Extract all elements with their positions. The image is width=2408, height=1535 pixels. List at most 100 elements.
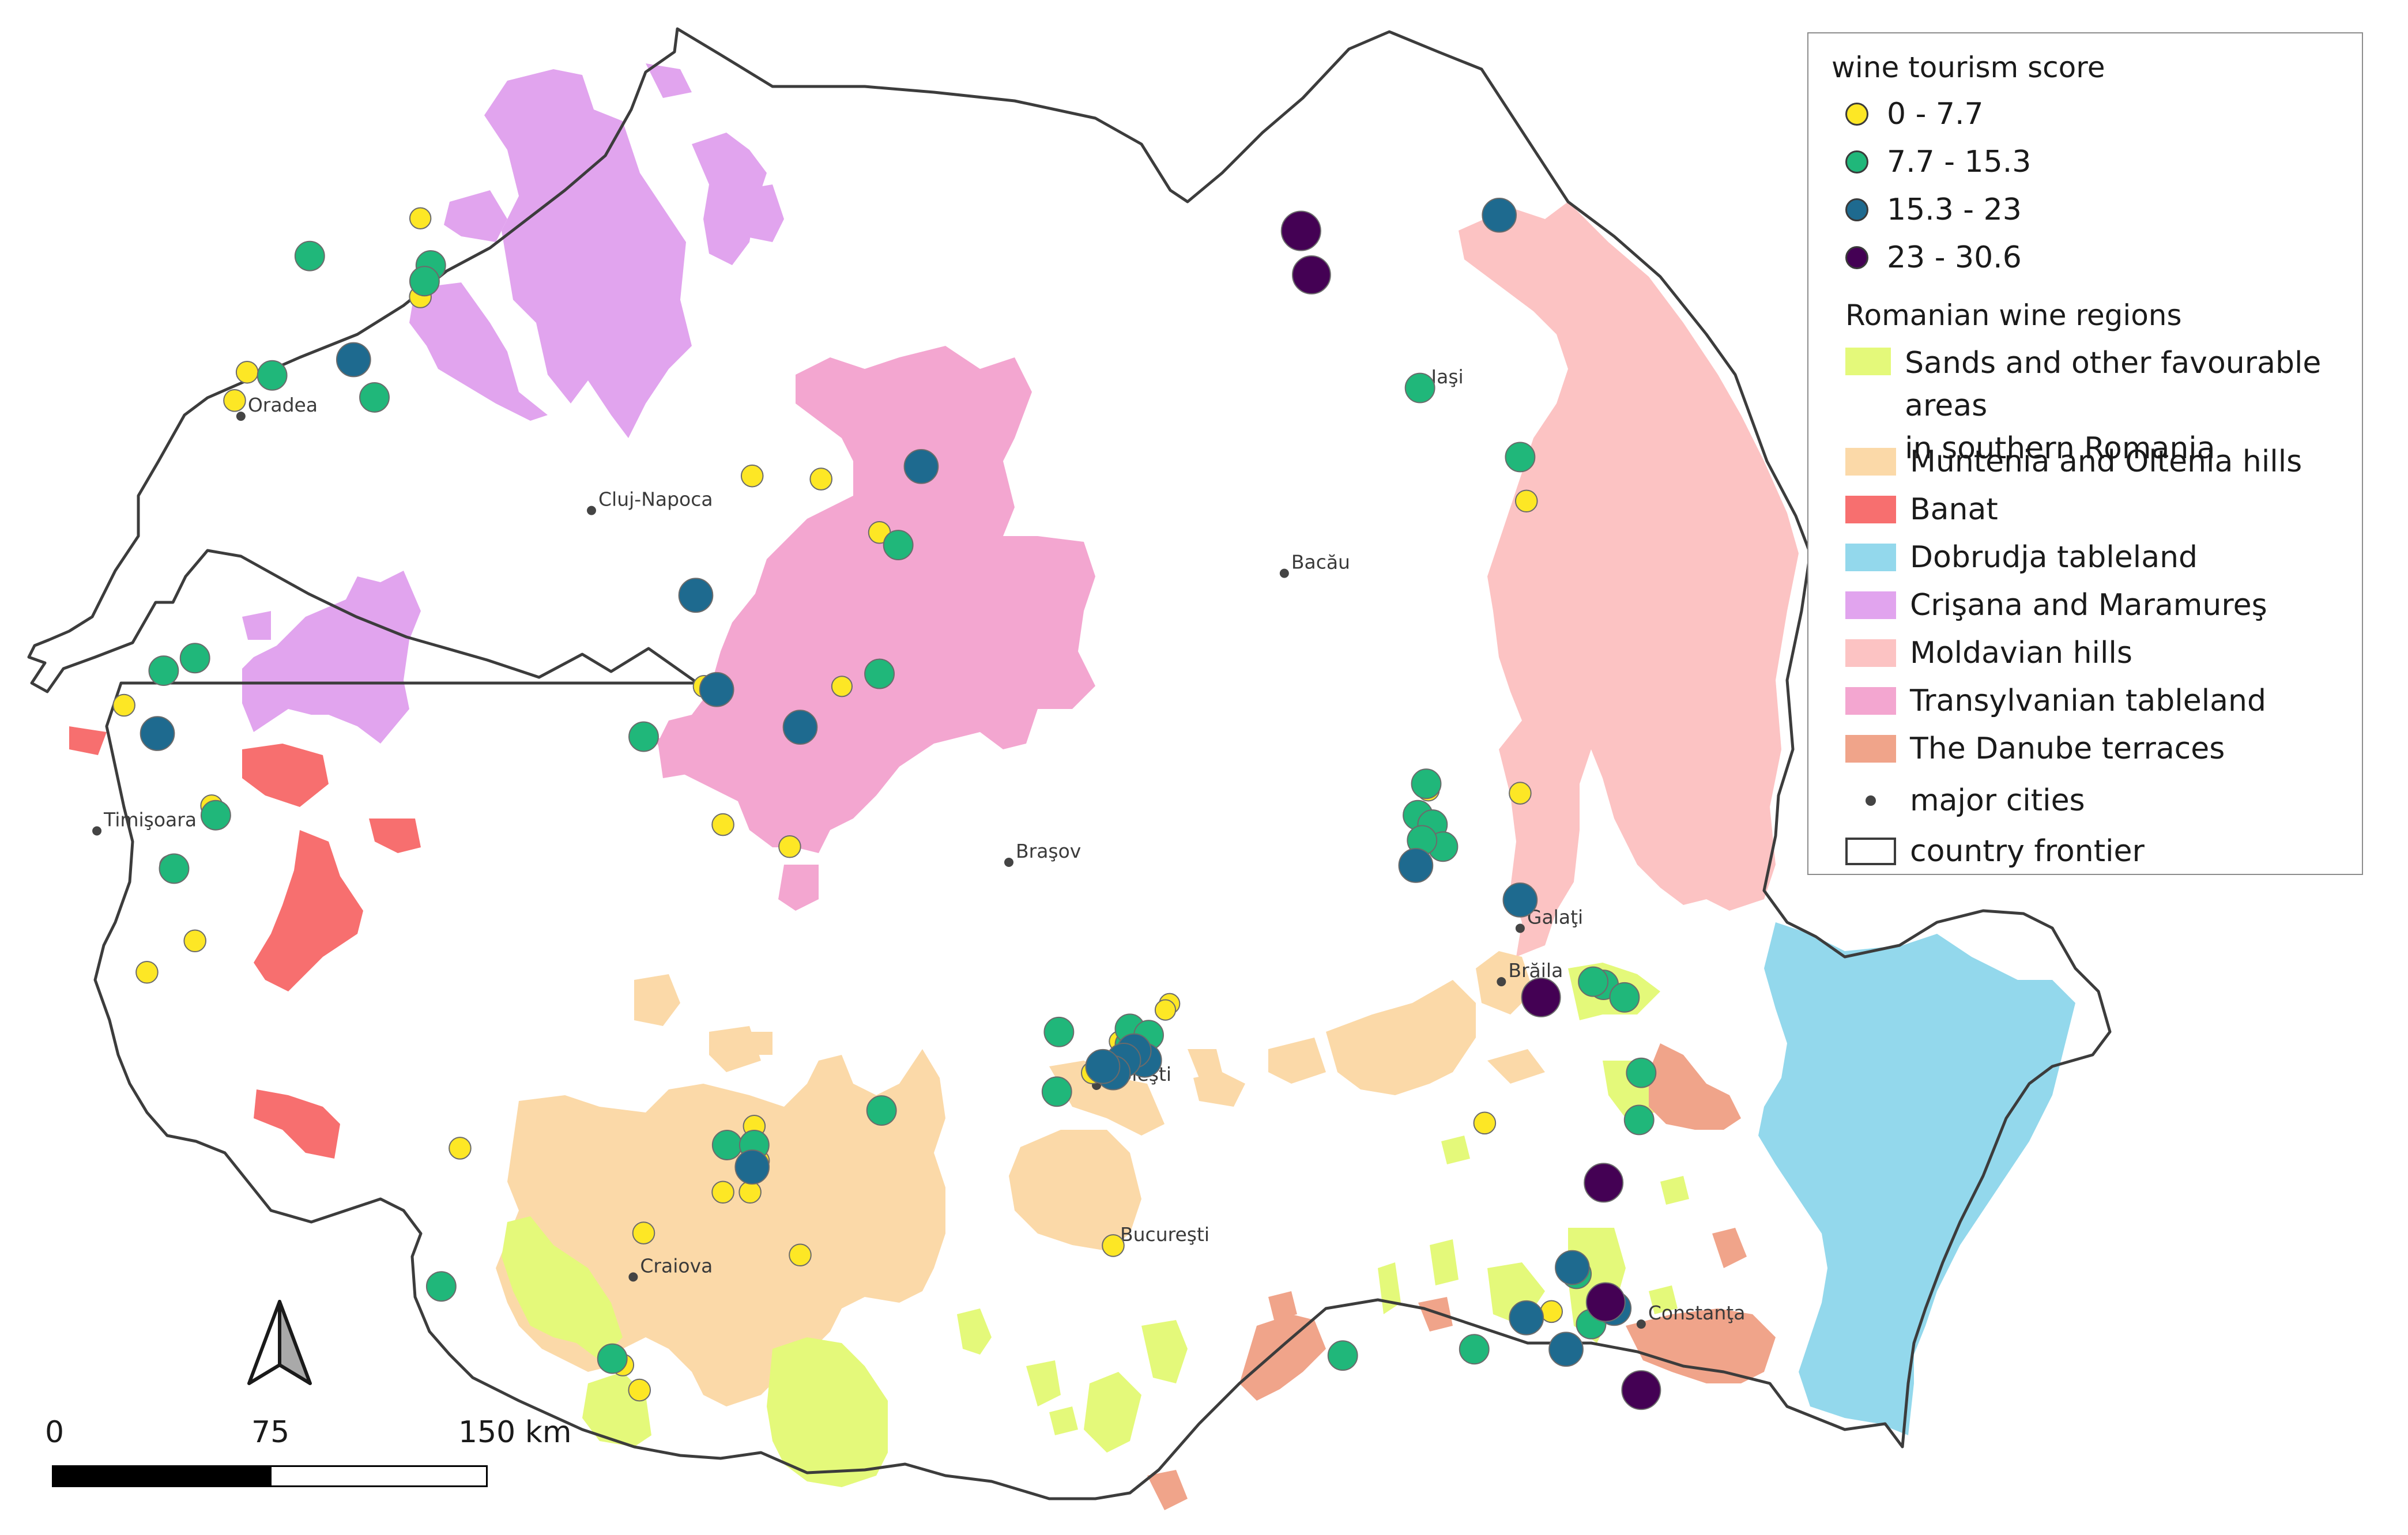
wine-tourism-site <box>1292 255 1331 295</box>
wine-tourism-site <box>159 853 190 884</box>
legend-cities-label: major cities <box>1910 783 2085 818</box>
legend-region-swatch <box>1845 496 1896 523</box>
wine-tourism-site <box>1585 1282 1626 1322</box>
legend-region-swatch <box>1845 448 1896 476</box>
legend-region-item: Sands and other favourable areas in sout… <box>1845 342 2362 470</box>
wine-region-muntenia <box>709 1026 761 1072</box>
wine-tourism-site <box>1509 1300 1544 1336</box>
wine-tourism-site <box>1154 999 1177 1021</box>
city-label: Bucureşti <box>1120 1223 1209 1246</box>
wine-tourism-site <box>112 693 135 717</box>
legend-region-label: Banat <box>1910 492 1998 527</box>
wine-region-danube <box>1147 1470 1188 1510</box>
legend-score-label: 15.3 - 23 <box>1887 193 2022 227</box>
wine-tourism-site <box>1584 1163 1624 1203</box>
wine-region-sands <box>1141 1320 1188 1383</box>
wine-tourism-site <box>1609 982 1640 1013</box>
wine-region-crisana <box>242 571 421 744</box>
legend-score-swatch <box>1845 198 1868 221</box>
wine-region-muntenia <box>1326 980 1476 1095</box>
city-marker <box>1636 1319 1646 1329</box>
wine-tourism-site <box>257 360 288 391</box>
wine-tourism-site <box>1473 1111 1497 1135</box>
wine-tourism-site <box>632 1221 655 1244</box>
wine-region-danube <box>1418 1297 1453 1332</box>
scale-label-150: 150 km <box>458 1415 572 1450</box>
wine-region-banat <box>254 1089 340 1159</box>
legend-frontier-label: country frontier <box>1910 834 2145 869</box>
legend-region-item: Dobrudja tableland <box>1845 540 2198 575</box>
wine-tourism-site <box>711 1181 734 1204</box>
wine-region-sands <box>1441 1136 1470 1164</box>
legend-score-item: 15.3 - 23 <box>1845 193 2022 227</box>
wine-tourism-site <box>1404 372 1435 403</box>
legend-score-label: 23 - 30.6 <box>1887 240 2022 275</box>
sites-layer <box>112 197 1661 1410</box>
wine-tourism-site <box>148 655 179 686</box>
legend-score-item: 7.7 - 15.3 <box>1845 145 2031 179</box>
wine-tourism-site <box>883 530 914 560</box>
cities-layer: Oradea Cluj-Napoca Iaşi Bacău Timişoara Braşo… <box>92 365 1745 1329</box>
legend-region-swatch <box>1845 687 1896 715</box>
city-label: Iaşi <box>1431 365 1463 388</box>
legend-score-label: 0 - 7.7 <box>1887 97 1984 131</box>
wine-tourism-site <box>1411 768 1442 799</box>
legend-frontier-swatch <box>1845 838 1896 865</box>
wine-region-muntenia <box>1193 1072 1245 1107</box>
city-marker <box>236 412 246 421</box>
country-frontier <box>27 27 2112 1500</box>
legend-region-item: Muntenia and Oltenia hills <box>1845 444 2302 479</box>
wine-tourism-site <box>778 835 801 858</box>
north-arrow-icon <box>247 1300 312 1385</box>
wine-tourism-site <box>1555 1250 1590 1285</box>
legend-frontier-item: country frontier <box>1845 834 2145 869</box>
wine-tourism-site <box>294 240 325 271</box>
wine-region-sands <box>1660 1176 1689 1205</box>
legend-region-label: Sands and other favourable areas <box>1905 346 2322 423</box>
wine-tourism-site <box>1280 210 1321 251</box>
wine-region-crisana <box>738 184 784 242</box>
legend-score-title: wine tourism score <box>1832 51 2105 84</box>
wine-region-transylvanian <box>657 346 1095 853</box>
legend-region-item: Moldavian hills <box>1845 636 2132 670</box>
legend-region-label: Moldavian hills <box>1910 636 2132 670</box>
scale-label-0: 0 <box>45 1415 65 1450</box>
wine-region-muntenia <box>634 974 680 1026</box>
wine-region-banat <box>254 830 363 991</box>
legend-score-item: 23 - 30.6 <box>1845 240 2022 275</box>
legend-region-item: Transylvanian tableland <box>1845 684 2266 718</box>
wine-tourism-site <box>183 929 207 953</box>
legend-region-label: Muntenia and Oltenia hills <box>1910 444 2303 479</box>
wine-tourism-site <box>1505 442 1536 473</box>
wine-tourism-site <box>740 464 764 488</box>
wine-tourism-site <box>1459 1334 1490 1365</box>
city-label: Oradea <box>248 394 318 416</box>
city-label: Brăila <box>1508 959 1563 982</box>
city-label: Galaţi <box>1527 906 1583 928</box>
legend-regions-title: Romanian wine regions <box>1845 299 2182 332</box>
wine-region-crisana <box>646 63 692 98</box>
wine-tourism-site <box>1398 848 1434 883</box>
wine-region-sands <box>1649 1285 1678 1314</box>
wine-tourism-site <box>1502 882 1538 918</box>
wine-tourism-site <box>409 266 440 297</box>
legend-score-item: 0 - 7.7 <box>1845 97 1984 131</box>
wine-tourism-site <box>789 1243 812 1267</box>
wine-region-muntenia <box>1268 1038 1326 1084</box>
wine-region-sands <box>767 1337 888 1487</box>
wine-regions-layer <box>69 63 2075 1510</box>
wine-region-banat <box>369 819 421 853</box>
legend-region-label-block: Sands and other favourable areas in sout… <box>1905 342 2362 470</box>
wine-tourism-site <box>359 382 390 413</box>
wine-region-muntenia <box>1049 1061 1165 1136</box>
legend-region-item: Crişana and Maramureş <box>1845 588 2267 623</box>
wine-tourism-site <box>711 813 734 836</box>
legend-region-item: Banat <box>1845 492 1998 527</box>
legend-region-swatch <box>1845 639 1896 667</box>
wine-tourism-site <box>628 1378 651 1402</box>
legend-region-swatch <box>1845 544 1896 571</box>
wine-tourism-site <box>866 1095 897 1126</box>
wine-tourism-site <box>449 1137 472 1160</box>
wine-tourism-site <box>425 1271 457 1302</box>
